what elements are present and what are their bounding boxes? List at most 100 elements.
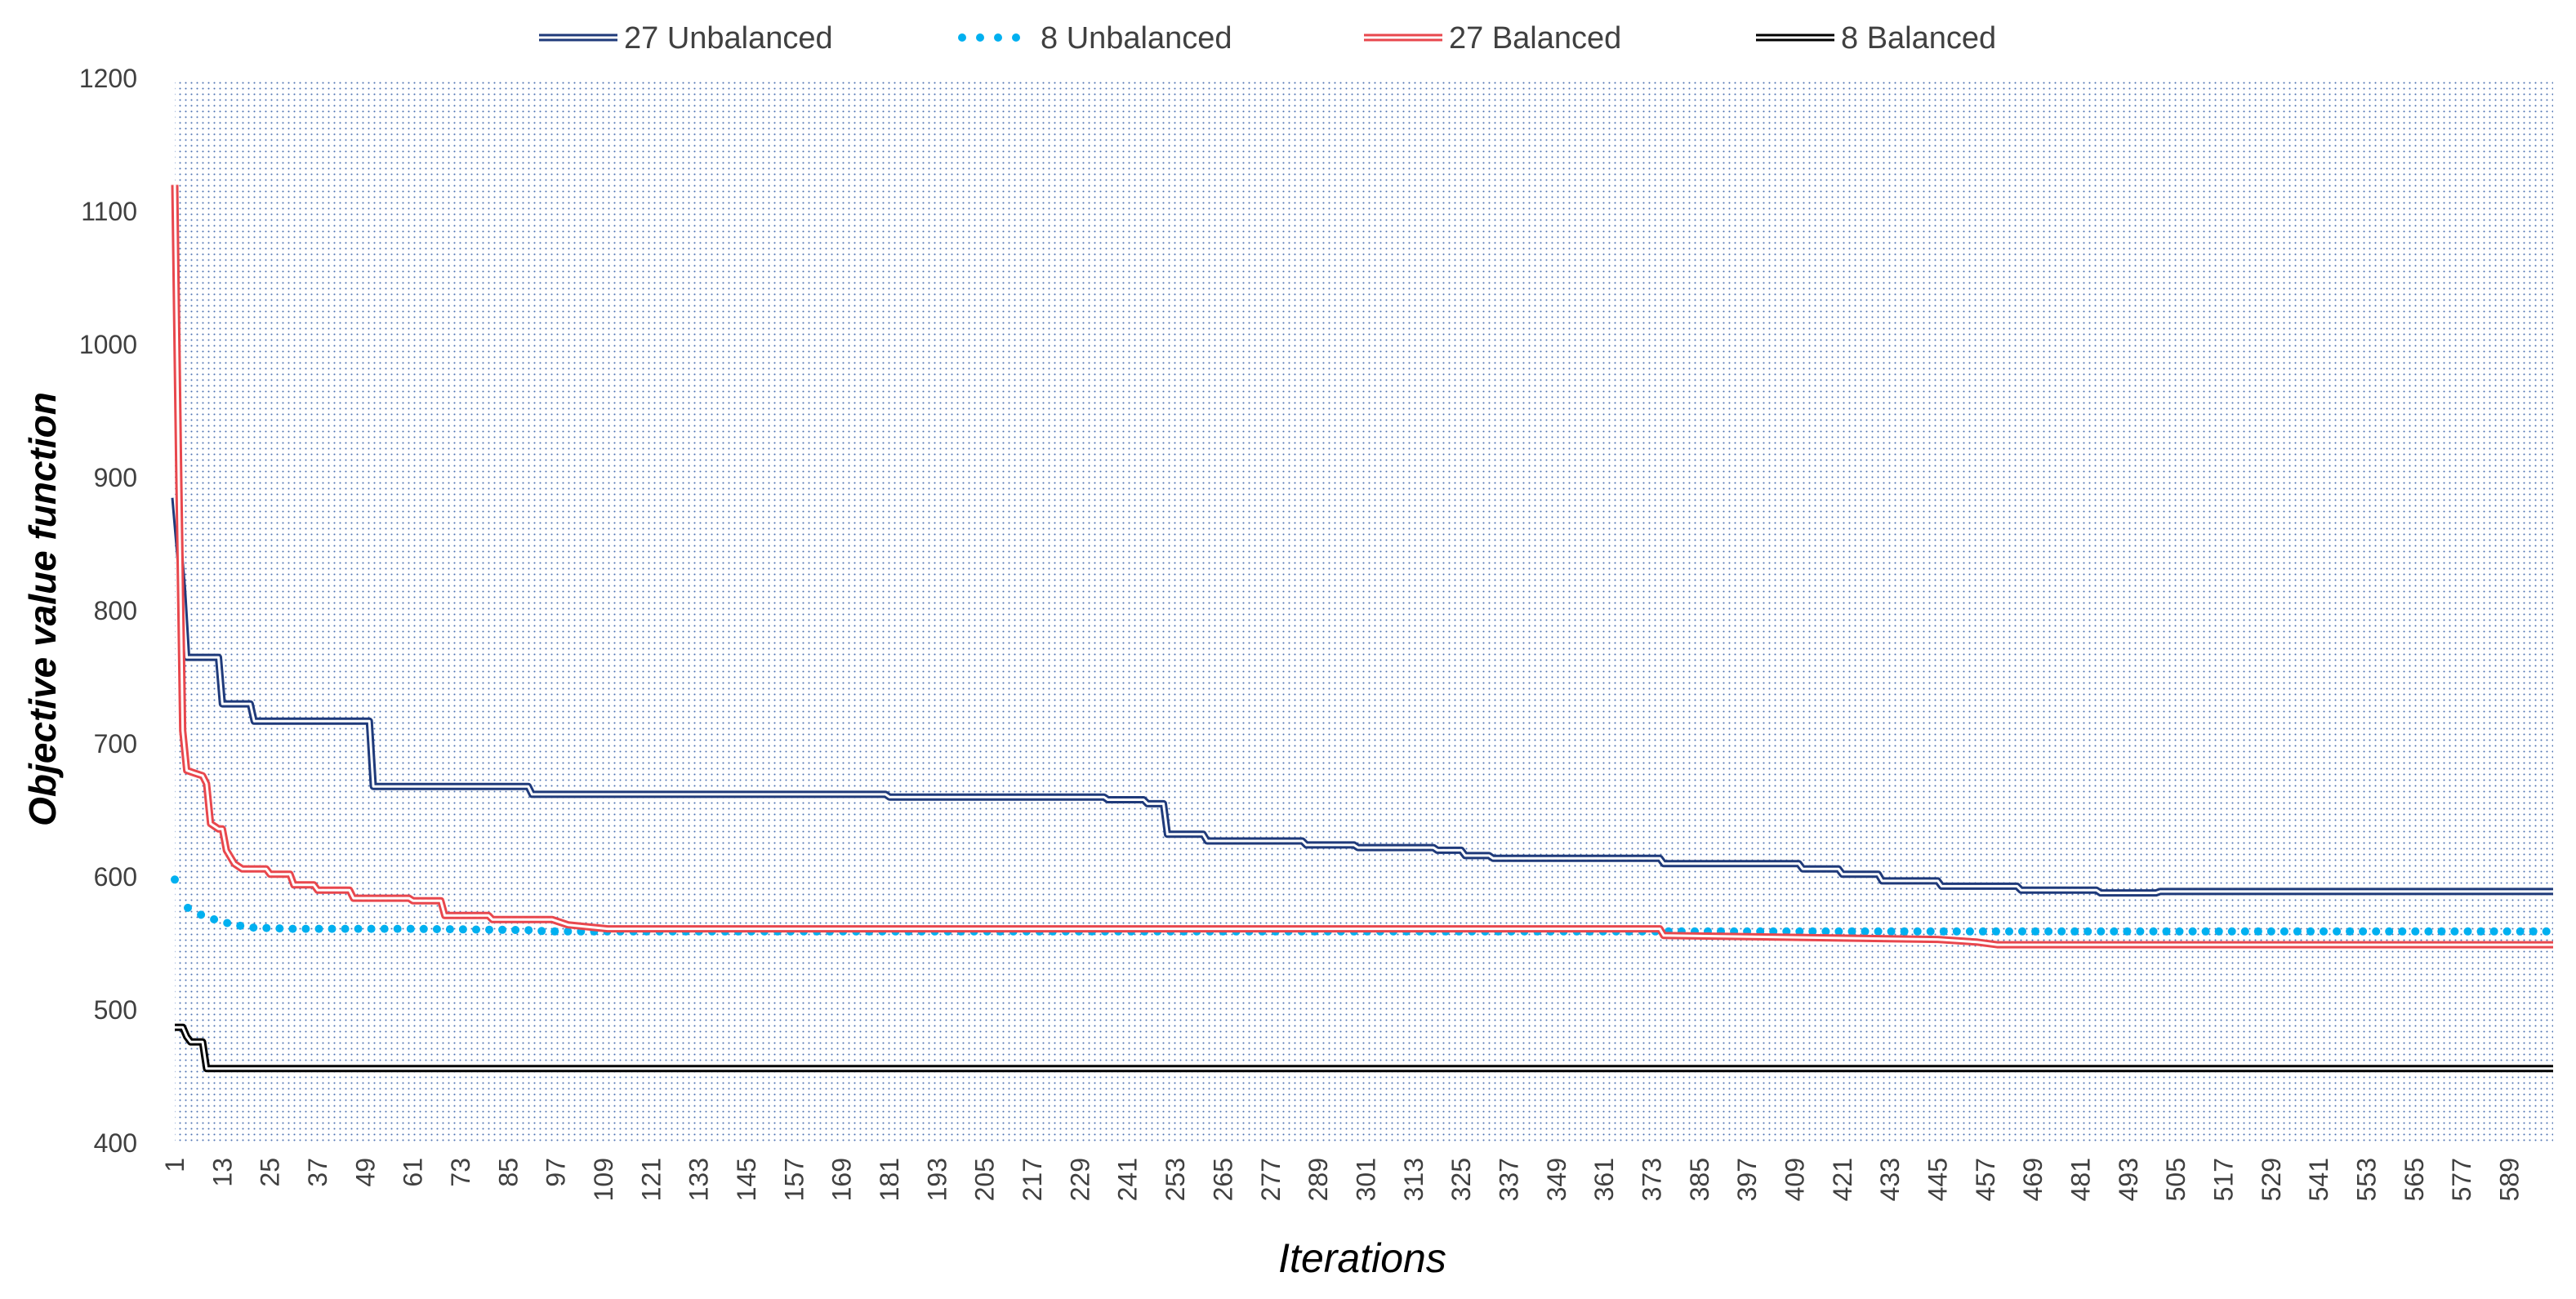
data-point — [406, 924, 415, 933]
data-point — [2097, 927, 2106, 936]
data-point — [1808, 927, 1817, 936]
data-point — [2188, 927, 2197, 936]
x-tick-label: 457 — [1971, 1158, 2000, 1201]
data-point — [223, 919, 232, 928]
data-point — [314, 924, 323, 933]
series-line-inner — [173, 185, 2553, 946]
legend-label: 27 Unbalanced — [624, 21, 833, 56]
data-point — [1926, 927, 1935, 936]
x-tick-label: 73 — [446, 1158, 475, 1187]
y-tick-label: 700 — [94, 729, 137, 758]
legend-item: 27 Unbalanced — [539, 21, 833, 56]
data-point — [2110, 927, 2119, 936]
data-point — [1978, 927, 1987, 936]
x-tick-label: 445 — [1923, 1158, 1952, 1201]
legend-label: 27 Balanced — [1449, 21, 1621, 56]
data-point — [1821, 927, 1830, 936]
data-point — [1782, 927, 1791, 936]
data-point — [524, 926, 533, 935]
data-point — [393, 924, 402, 933]
data-point — [2398, 927, 2407, 936]
data-point — [2214, 927, 2223, 936]
y-tick-label: 600 — [94, 862, 137, 892]
data-point — [2437, 927, 2446, 936]
x-tick-label: 517 — [2209, 1158, 2239, 1201]
x-tick-label: 13 — [207, 1158, 237, 1187]
data-point — [2044, 927, 2053, 936]
x-tick-label: 469 — [2018, 1158, 2048, 1201]
series-line-inner — [173, 497, 2553, 895]
data-point — [1861, 927, 1870, 936]
data-point — [2280, 927, 2289, 936]
legend-label: 8 Balanced — [1841, 21, 1996, 56]
data-point — [1952, 927, 1961, 936]
data-point — [1874, 927, 1883, 936]
data-point — [262, 923, 271, 932]
data-point — [498, 925, 507, 934]
y-axis-title: Objective value function — [21, 392, 64, 826]
data-point — [2084, 927, 2092, 936]
data-point — [171, 875, 179, 884]
series-8-balanced — [175, 1023, 2553, 1073]
data-point — [197, 910, 206, 919]
data-point — [2463, 927, 2472, 936]
x-tick-label: 145 — [732, 1158, 761, 1201]
y-tick-label: 900 — [94, 463, 137, 492]
data-point — [2018, 927, 2026, 936]
data-point — [1847, 927, 1856, 936]
data-point — [564, 927, 573, 936]
x-tick-label: 361 — [1589, 1158, 1619, 1201]
x-tick-label: 25 — [256, 1158, 285, 1187]
data-point — [2542, 927, 2551, 936]
data-point — [2175, 927, 2184, 936]
data-point — [2320, 927, 2328, 936]
x-tick-label: 397 — [1732, 1158, 1762, 1201]
data-point — [2411, 927, 2420, 936]
data-point — [2333, 927, 2342, 936]
data-point — [511, 926, 520, 934]
data-point — [2516, 927, 2525, 936]
x-tick-label: 61 — [399, 1158, 428, 1187]
x-tick-label: 277 — [1256, 1158, 1286, 1201]
data-point — [2031, 927, 2040, 936]
data-point — [1965, 927, 1974, 936]
data-point — [2346, 927, 2355, 936]
legend-swatch — [976, 33, 984, 42]
x-tick-label: 265 — [1208, 1158, 1237, 1201]
data-point — [2240, 927, 2249, 936]
data-point — [1834, 927, 1843, 936]
legend-swatch — [994, 33, 1002, 42]
x-tick-label: 157 — [779, 1158, 809, 1201]
x-tick-label: 409 — [1780, 1158, 1809, 1201]
data-point — [184, 903, 192, 912]
data-point — [275, 924, 284, 933]
legend-item: 27 Balanced — [1364, 21, 1621, 56]
x-tick-label: 325 — [1446, 1158, 1476, 1201]
series-27-unbalanced — [171, 497, 2553, 897]
x-axis-title: Iterations — [1278, 1235, 1446, 1281]
data-point — [1913, 927, 1922, 936]
x-axis-ticks: 1 13 25 37 49 61 73 85 97 109 121 133 145 157 169 181 19… — [160, 1158, 2525, 1201]
x-tick-label: 169 — [827, 1158, 857, 1201]
x-tick-label: 289 — [1304, 1158, 1333, 1201]
data-point — [1991, 927, 2000, 936]
y-tick-label: 1100 — [81, 197, 137, 226]
x-tick-label: 541 — [2304, 1158, 2333, 1201]
series-layer — [171, 185, 2553, 1073]
plot-area-background — [175, 78, 2553, 1143]
x-tick-label: 85 — [493, 1158, 523, 1187]
data-point — [2123, 927, 2132, 936]
x-tick-label: 217 — [1018, 1158, 1047, 1201]
y-tick-label: 1000 — [79, 330, 137, 359]
data-point — [354, 924, 363, 933]
x-tick-label: 253 — [1161, 1158, 1190, 1201]
x-tick-label: 37 — [303, 1158, 332, 1187]
x-tick-label: 349 — [1542, 1158, 1571, 1201]
x-tick-label: 505 — [2161, 1158, 2190, 1201]
data-point — [236, 921, 245, 930]
data-point — [2306, 927, 2315, 936]
data-point — [419, 924, 428, 933]
data-point — [341, 924, 350, 933]
x-tick-label: 481 — [2066, 1158, 2095, 1201]
